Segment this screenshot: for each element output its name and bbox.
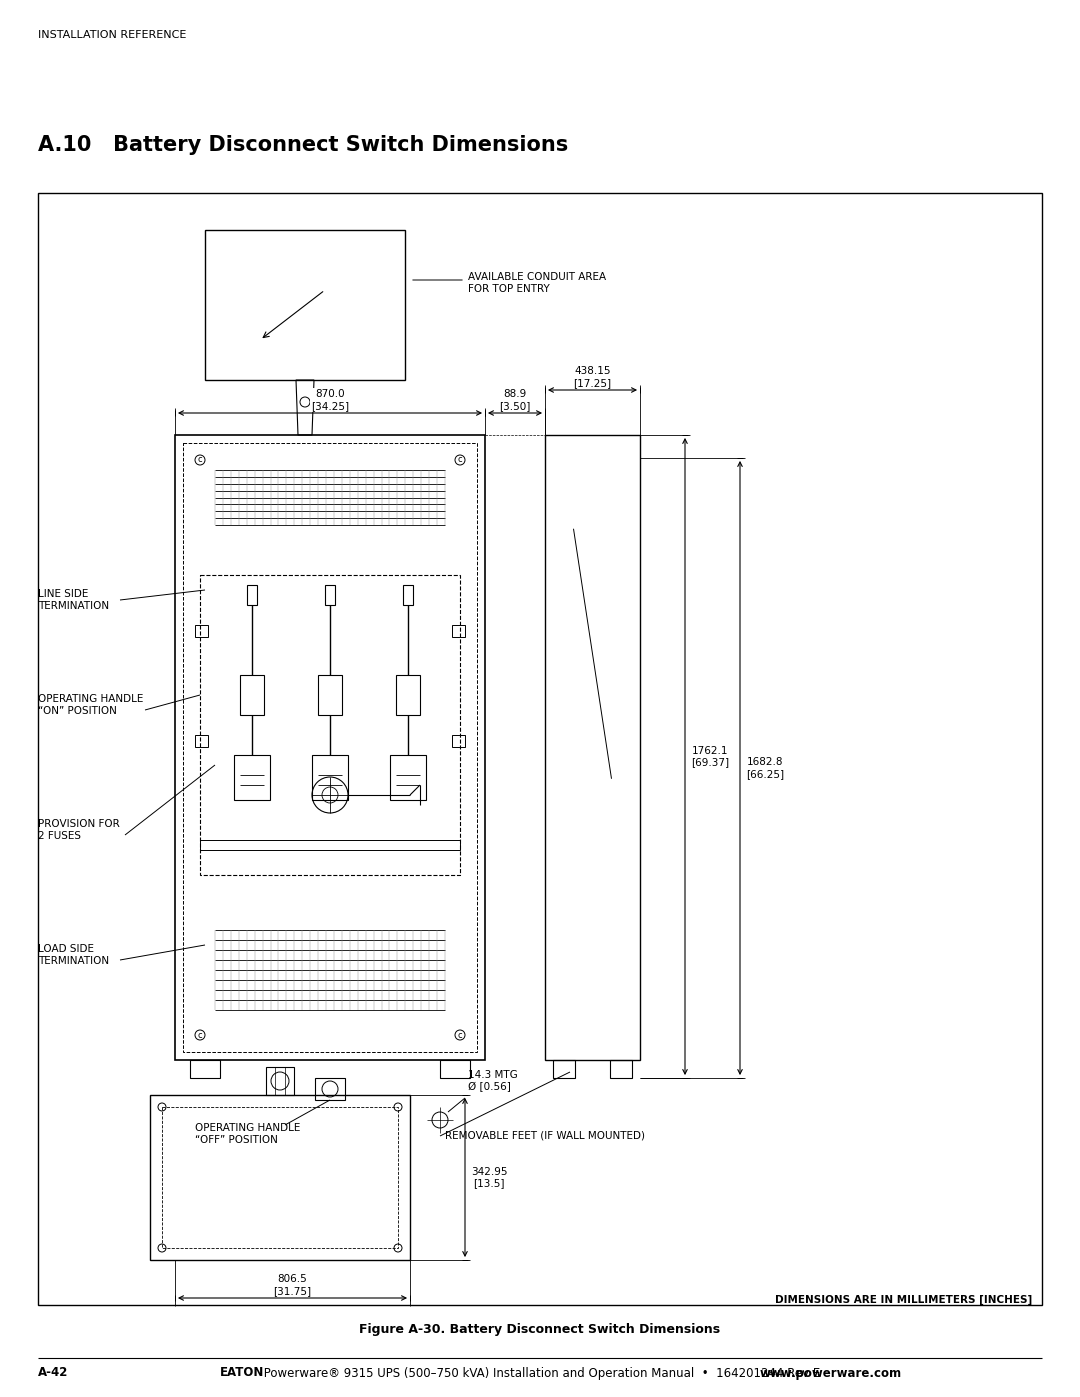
Text: 870.0
[34.25]: 870.0 [34.25] — [311, 390, 349, 411]
Text: Powerware® 9315 UPS (500–750 kVA) Installation and Operation Manual  •  16420124: Powerware® 9315 UPS (500–750 kVA) Instal… — [260, 1366, 824, 1379]
Bar — [318, 675, 342, 715]
Bar — [553, 1060, 575, 1078]
Text: 14.3 MTG
Ø [0.56]: 14.3 MTG Ø [0.56] — [468, 1070, 517, 1092]
Bar — [175, 434, 485, 1060]
Bar — [396, 675, 420, 715]
Text: OPERATING HANDLE
“ON” POSITION: OPERATING HANDLE “ON” POSITION — [38, 694, 144, 715]
Text: EATON: EATON — [220, 1366, 265, 1379]
Text: 342.95
[13.5]: 342.95 [13.5] — [471, 1166, 508, 1189]
Text: c: c — [458, 1031, 462, 1039]
Text: Figure A-30. Battery Disconnect Switch Dimensions: Figure A-30. Battery Disconnect Switch D… — [360, 1323, 720, 1337]
Text: 1762.1
[69.37]: 1762.1 [69.37] — [691, 746, 729, 767]
Bar — [234, 754, 270, 800]
Bar — [183, 443, 477, 1052]
Bar — [440, 1060, 470, 1078]
Text: REMOVABLE FEET (IF WALL MOUNTED): REMOVABLE FEET (IF WALL MOUNTED) — [445, 1132, 645, 1141]
Bar — [195, 624, 208, 637]
Bar — [403, 585, 413, 605]
Bar — [453, 624, 465, 637]
Text: c: c — [458, 455, 462, 464]
Bar — [240, 675, 264, 715]
Bar — [200, 840, 460, 849]
Text: OPERATING HANDLE
“OFF” POSITION: OPERATING HANDLE “OFF” POSITION — [195, 1123, 300, 1144]
Bar — [195, 735, 208, 747]
Bar — [315, 1078, 345, 1099]
Text: www.powerware.com: www.powerware.com — [760, 1366, 902, 1379]
Bar — [390, 754, 426, 800]
Text: 806.5
[31.75]: 806.5 [31.75] — [273, 1274, 311, 1296]
Bar — [190, 1060, 220, 1078]
Bar — [38, 193, 1042, 1305]
Bar — [545, 434, 640, 1060]
Text: PROVISION FOR
2 FUSES: PROVISION FOR 2 FUSES — [38, 819, 120, 841]
Bar — [150, 1095, 410, 1260]
Bar — [266, 1067, 294, 1095]
Bar — [200, 576, 460, 875]
Text: c: c — [198, 1031, 202, 1039]
Text: DIMENSIONS ARE IN MILLIMETERS [INCHES]: DIMENSIONS ARE IN MILLIMETERS [INCHES] — [774, 1295, 1032, 1305]
Text: c: c — [198, 455, 202, 464]
Bar — [247, 585, 257, 605]
Bar — [205, 231, 405, 380]
Bar — [453, 735, 465, 747]
Text: A.10   Battery Disconnect Switch Dimensions: A.10 Battery Disconnect Switch Dimension… — [38, 136, 568, 155]
Bar — [325, 585, 335, 605]
Text: A-42: A-42 — [38, 1366, 68, 1379]
Bar — [162, 1106, 399, 1248]
Text: LOAD SIDE
TERMINATION: LOAD SIDE TERMINATION — [38, 944, 109, 965]
Text: 1682.8
[66.25]: 1682.8 [66.25] — [746, 757, 784, 778]
Bar — [312, 754, 348, 800]
Text: AVAILABLE CONDUIT AREA
FOR TOP ENTRY: AVAILABLE CONDUIT AREA FOR TOP ENTRY — [468, 272, 606, 293]
Text: 438.15
[17.25]: 438.15 [17.25] — [573, 366, 611, 388]
Bar — [610, 1060, 632, 1078]
Text: INSTALLATION REFERENCE: INSTALLATION REFERENCE — [38, 29, 187, 41]
Text: LINE SIDE
TERMINATION: LINE SIDE TERMINATION — [38, 590, 109, 610]
Text: 88.9
[3.50]: 88.9 [3.50] — [499, 390, 530, 411]
